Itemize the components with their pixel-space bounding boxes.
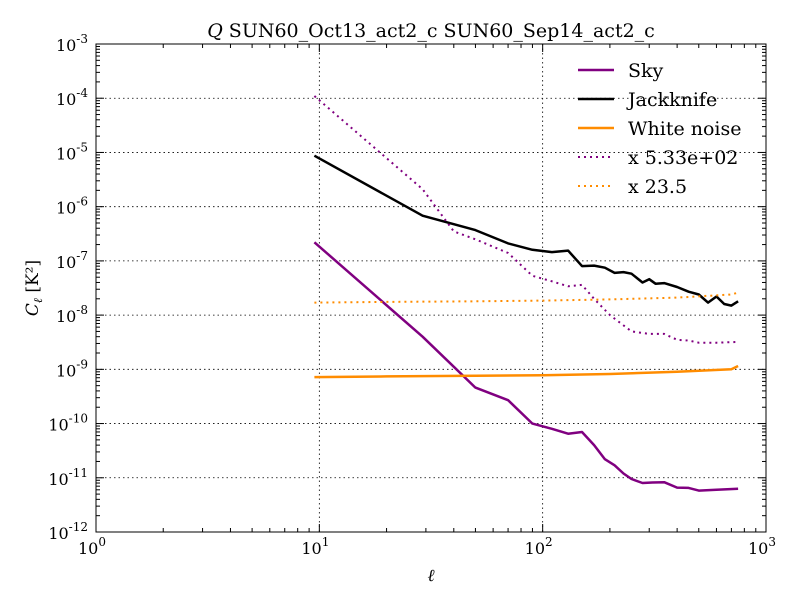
y-tick-label: 10-9 [56, 357, 88, 380]
grid-layer [96, 44, 766, 532]
y-tick-label: 10-12 [48, 520, 88, 543]
tick-layer: 100 101 102 103 10-12 10-11 10-10 10-9 10-8 10-7 1… [48, 32, 776, 558]
y-axis-label: Cℓ [K²] [23, 260, 45, 316]
y-axis-label-main: C [23, 303, 43, 316]
x-tick-label: 102 [525, 535, 553, 558]
series-line-2 [313, 154, 739, 307]
x-tick-label: 100 [78, 535, 106, 558]
y-tick-label: 10-4 [56, 86, 88, 109]
y-tick-label: 10-7 [56, 249, 88, 272]
legend-label-2: Jackknife [626, 89, 717, 111]
legend-label-1: Sky [628, 60, 664, 82]
y-tick-label: 10-6 [56, 195, 88, 218]
chart-title: Q SUN60_Oct13_act2_c SUN60_Sep14_act2_c [207, 20, 655, 42]
y-tick-label: 10-8 [56, 303, 88, 326]
x-axis-label: ℓ [427, 566, 434, 586]
title-prefix: Q [207, 20, 223, 42]
series-line-1 [313, 241, 739, 492]
y-tick-label: 10-3 [56, 32, 88, 55]
legend-label-4: x 5.33e+02 [628, 147, 738, 169]
x-tick-label: 101 [301, 535, 329, 558]
plot-frame [95, 43, 767, 533]
legend-label-3: White noise [628, 118, 742, 140]
series-line-5 [314, 291, 739, 304]
title-rest: SUN60_Oct13_act2_c SUN60_Sep14_act2_c [223, 20, 655, 42]
y-tick-label: 10-5 [56, 140, 88, 163]
y-tick-label: 10-10 [48, 412, 88, 435]
series-layer [313, 95, 739, 492]
y-tick-label: 10-11 [48, 466, 88, 489]
series-line-3 [314, 364, 739, 379]
legend: Sky Jackknife White noise x 5.33e+02 x 23.5 [578, 60, 742, 198]
x-tick-label: 103 [748, 535, 776, 558]
y-axis-label-unit: [K²] [23, 260, 43, 298]
y-axis-label-sub: ℓ [31, 298, 45, 303]
legend-label-5: x 23.5 [628, 176, 687, 198]
